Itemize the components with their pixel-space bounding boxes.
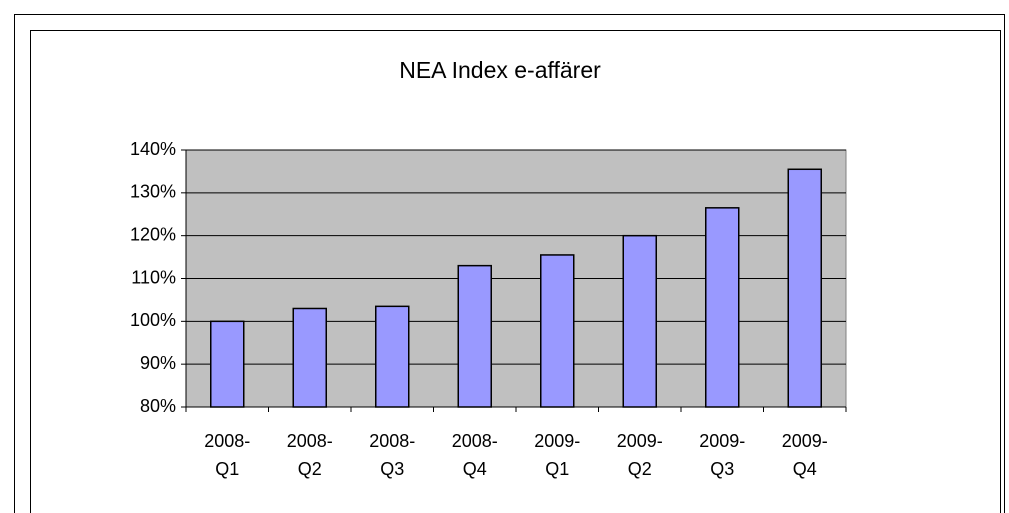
bar <box>292 307 327 408</box>
x-tick-label: 2008-Q3 <box>369 431 415 479</box>
bar <box>210 320 245 408</box>
x-tick-label: 2008-Q2 <box>287 431 333 479</box>
x-tick-label: 2008-Q1 <box>204 431 250 479</box>
x-tick-label: 2009-Q1 <box>534 431 580 479</box>
x-tick-label: 2009-Q3 <box>699 431 745 479</box>
y-tick-label: 120% <box>130 224 176 244</box>
y-tick-label: 90% <box>140 353 176 373</box>
bar <box>787 168 822 408</box>
y-tick-label: 110% <box>131 267 176 287</box>
y-tick-label: 100% <box>130 310 176 330</box>
outer-frame <box>14 14 1005 513</box>
bar <box>705 207 740 408</box>
y-tick-label: 80% <box>140 396 176 416</box>
y-tick-label: 130% <box>130 182 176 202</box>
x-tick-label: 2009-Q2 <box>617 431 663 479</box>
y-tick-label: 140% <box>130 139 176 159</box>
bar <box>622 234 657 408</box>
x-tick-label: 2009-Q4 <box>782 431 828 479</box>
bar <box>375 305 410 408</box>
bar <box>457 264 492 408</box>
bar <box>540 254 575 408</box>
chart-title: NEA Index e-affärer <box>399 57 601 83</box>
x-tick-label: 2008-Q4 <box>452 431 498 479</box>
